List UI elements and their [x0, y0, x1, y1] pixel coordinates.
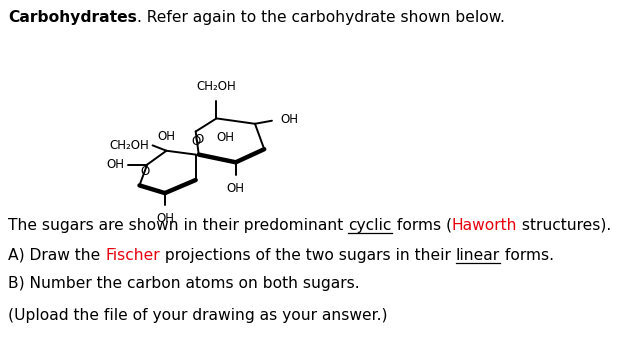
- Text: OH: OH: [217, 131, 235, 144]
- Text: Fischer: Fischer: [105, 248, 160, 263]
- Text: OH: OH: [106, 158, 124, 171]
- Text: Haworth: Haworth: [452, 218, 517, 233]
- Text: OH: OH: [227, 181, 245, 195]
- Text: projections of the two sugars in their: projections of the two sugars in their: [160, 248, 456, 263]
- Text: forms.: forms.: [499, 248, 554, 263]
- Text: CH₂OH: CH₂OH: [110, 139, 149, 152]
- Text: cyclic: cyclic: [348, 218, 392, 233]
- Text: OH: OH: [156, 211, 174, 225]
- Text: The sugars are shown in their predominant: The sugars are shown in their predominan…: [8, 218, 348, 233]
- Text: O: O: [191, 135, 200, 148]
- Text: Carbohydrates: Carbohydrates: [8, 10, 137, 25]
- Text: forms (: forms (: [392, 218, 452, 233]
- Text: O: O: [194, 133, 203, 146]
- Text: . Refer again to the carbohydrate shown below.: . Refer again to the carbohydrate shown …: [137, 10, 504, 25]
- Text: (Upload the file of your drawing as your answer.): (Upload the file of your drawing as your…: [8, 308, 388, 323]
- Text: OH: OH: [280, 114, 299, 126]
- Text: CH₂OH: CH₂OH: [197, 80, 237, 93]
- Text: A) Draw the: A) Draw the: [8, 248, 105, 263]
- Text: structures).: structures).: [517, 218, 612, 233]
- Text: O: O: [140, 165, 149, 178]
- Text: B) Number the carbon atoms on both sugars.: B) Number the carbon atoms on both sugar…: [8, 276, 360, 291]
- Text: linear: linear: [456, 248, 499, 263]
- Text: OH: OH: [158, 130, 176, 143]
